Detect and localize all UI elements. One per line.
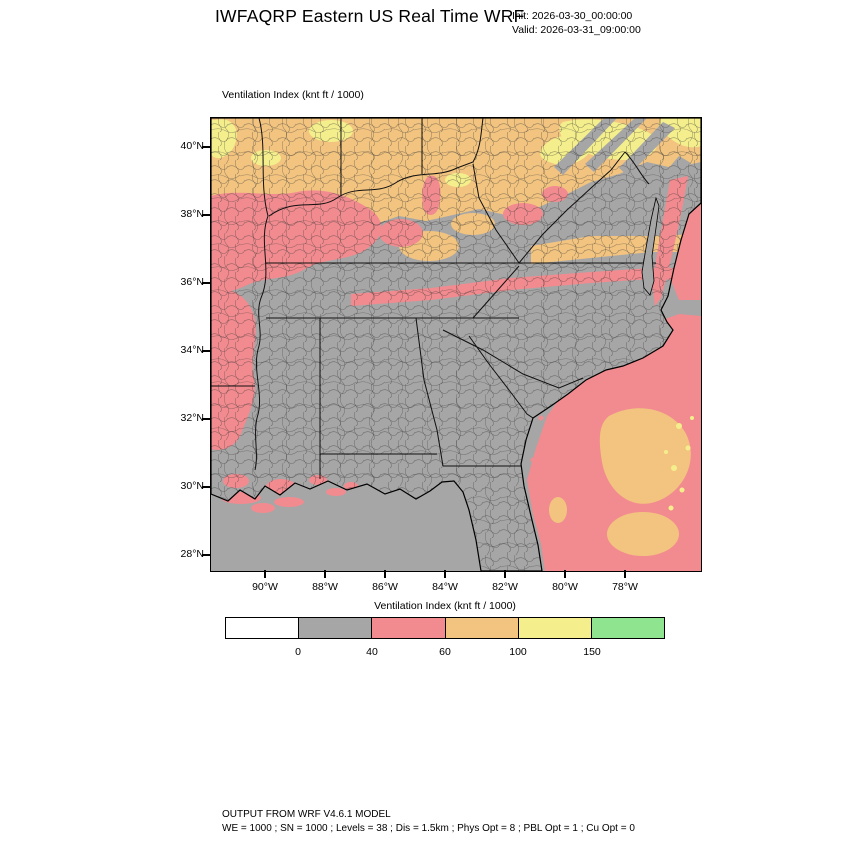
- colorbar-tick-label: 40: [366, 646, 378, 658]
- state-borders: [211, 118, 656, 479]
- lon-tick-label: 86°W: [372, 581, 398, 593]
- valid-time-label: Valid: 2026-03-31_09:00:00: [512, 24, 641, 36]
- init-time-label: Init: 2026-03-30_00:00:00: [512, 10, 633, 22]
- lat-tick-label: 32°N: [180, 412, 204, 424]
- lat-tick: [202, 418, 210, 420]
- colorbar-cell: [299, 618, 373, 638]
- lon-tick-label: 78°W: [612, 581, 638, 593]
- lon-tick: [624, 570, 626, 578]
- lon-tick: [564, 570, 566, 578]
- footer-model-line: OUTPUT FROM WRF V4.6.1 MODEL: [222, 809, 391, 820]
- page-title: IWFAQRP Eastern US Real Time WRF: [215, 6, 525, 26]
- colorbar: [225, 617, 665, 639]
- lat-tick: [202, 146, 210, 148]
- lon-tick-label: 82°W: [492, 581, 518, 593]
- lat-tick: [202, 282, 210, 284]
- lat-tick: [202, 554, 210, 556]
- lat-tick-label: 36°N: [180, 276, 204, 288]
- lon-tick-label: 88°W: [312, 581, 338, 593]
- map-frame: [210, 117, 702, 572]
- lat-tick: [202, 214, 210, 216]
- lon-tick: [324, 570, 326, 578]
- colorbar-cell: [591, 618, 665, 638]
- lat-tick-label: 28°N: [180, 548, 204, 560]
- lon-tick-label: 80°W: [552, 581, 578, 593]
- colorbar-tick-label: 60: [439, 646, 451, 658]
- colorbar-tick-label: 0: [295, 646, 301, 658]
- colorbar-cell: [518, 618, 592, 638]
- ocean-region: [221, 174, 701, 571]
- lon-tick: [384, 570, 386, 578]
- field-label: Ventilation Index (knt ft / 1000): [222, 89, 364, 101]
- lat-tick-label: 34°N: [180, 344, 204, 356]
- lat-tick-label: 30°N: [180, 480, 204, 492]
- colorbar-cell: [226, 618, 300, 638]
- lon-tick-label: 90°W: [252, 581, 278, 593]
- run-times: Init: 2026-03-30_00:00:00 Valid: 2026-03…: [512, 9, 641, 37]
- ocean-tan-patches: [549, 408, 691, 556]
- colorbar-cell: [372, 618, 446, 638]
- footer-config-line: WE = 1000 ; SN = 1000 ; Levels = 38 ; Di…: [222, 823, 635, 834]
- lon-tick: [264, 570, 266, 578]
- colorbar-cell: [445, 618, 519, 638]
- lon-tick: [444, 570, 446, 578]
- chesapeake-bay: [641, 196, 660, 296]
- colorbar-label: Ventilation Index (knt ft / 1000): [374, 600, 516, 612]
- ocean-yellow-speckles: [664, 416, 694, 511]
- lat-tick: [202, 486, 210, 488]
- lon-tick: [504, 570, 506, 578]
- lat-tick-label: 40°N: [180, 140, 204, 152]
- lat-tick: [202, 350, 210, 352]
- map-canvas: [210, 117, 702, 572]
- lon-tick-label: 84°W: [432, 581, 458, 593]
- colorbar-tick-label: 100: [509, 646, 527, 658]
- colorbar-tick-label: 150: [583, 646, 601, 658]
- lat-tick-label: 38°N: [180, 208, 204, 220]
